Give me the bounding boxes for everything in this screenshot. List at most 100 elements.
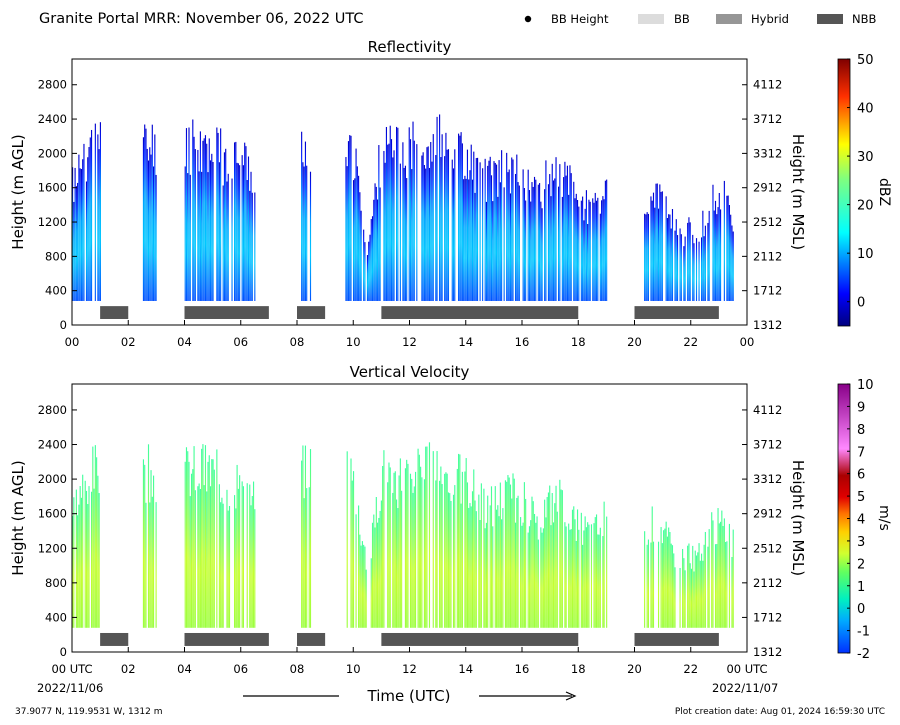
- data-strand: [393, 472, 395, 628]
- data-strand: [363, 544, 365, 628]
- data-strand: [147, 160, 150, 301]
- data-strand: [190, 473, 193, 628]
- data-strand: [417, 448, 419, 628]
- data-strand: [692, 545, 694, 628]
- data-strand: [669, 214, 671, 301]
- data-strand: [301, 131, 303, 301]
- data-strand: [550, 525, 552, 628]
- data-strand: [669, 532, 671, 628]
- data-strand: [470, 506, 472, 628]
- data-strand: [203, 138, 205, 301]
- data-strand: [601, 200, 603, 301]
- data-strand: [569, 529, 571, 628]
- data-strand: [451, 159, 453, 301]
- data-strand: [718, 523, 720, 628]
- data-strand: [236, 162, 238, 301]
- data-strand: [464, 471, 466, 628]
- data-strand: [575, 540, 577, 628]
- data-strand: [556, 511, 558, 628]
- data-strand: [575, 193, 577, 301]
- data-strand: [399, 163, 401, 301]
- data-strand: [530, 201, 532, 301]
- x-tick-label: 00 UTC: [726, 662, 767, 676]
- nbb-bar: [634, 632, 719, 646]
- colorbar-tick-label: 30: [857, 150, 874, 165]
- data-strand: [445, 472, 447, 628]
- data-strand: [597, 534, 599, 628]
- x-tick-label: 00: [740, 335, 755, 349]
- data-strand: [588, 524, 590, 628]
- y2-tick-label: 3312: [753, 146, 782, 160]
- data-strand: [666, 218, 668, 301]
- data-strand: [530, 520, 532, 628]
- data-strand: [155, 502, 157, 628]
- data-strand: [714, 200, 717, 301]
- data-strand: [379, 187, 381, 301]
- data-strand: [656, 183, 658, 301]
- data-strand: [145, 128, 147, 301]
- data-strand: [730, 214, 732, 301]
- data-strand: [185, 447, 188, 628]
- colorbar-tick-label: 3: [857, 535, 865, 550]
- data-strand: [187, 451, 189, 628]
- data-strand: [302, 162, 304, 301]
- data-strand: [693, 243, 695, 301]
- data-strand: [716, 544, 718, 628]
- data-strand: [599, 527, 601, 628]
- data-strand: [239, 475, 241, 628]
- data-strand: [359, 534, 361, 628]
- data-strand: [72, 516, 74, 628]
- data-strand: [564, 522, 566, 628]
- data-strand: [687, 545, 689, 628]
- data-strand: [82, 474, 84, 628]
- data-strand: [504, 480, 506, 628]
- data-strand: [369, 234, 371, 301]
- data-strand: [599, 213, 601, 301]
- data-strand: [97, 134, 99, 301]
- y-tick-label: 800: [45, 249, 67, 263]
- data-strand: [409, 473, 412, 628]
- data-strand: [377, 199, 379, 301]
- data-strand: [201, 448, 203, 628]
- data-strand: [533, 513, 536, 628]
- data-field: [72, 114, 734, 301]
- data-strand: [646, 212, 648, 301]
- data-strand: [665, 196, 667, 301]
- data-strand: [392, 157, 394, 301]
- data-strand: [439, 480, 441, 628]
- data-strand: [188, 461, 190, 628]
- data-strand: [193, 136, 195, 301]
- data-strand: [189, 174, 191, 301]
- data-strand: [488, 160, 490, 301]
- data-strand: [227, 173, 229, 301]
- data-strand: [414, 471, 417, 628]
- y2-tick-label: 1712: [753, 610, 782, 624]
- data-strand: [99, 122, 101, 301]
- data-strand: [254, 192, 256, 301]
- data-strand: [512, 159, 514, 301]
- data-strand: [393, 150, 395, 301]
- x-tick-label: 10: [346, 662, 361, 676]
- data-strand: [236, 464, 238, 628]
- data-strand: [202, 140, 204, 301]
- data-strand: [497, 505, 499, 628]
- data-strand: [555, 485, 557, 628]
- data-strand: [208, 138, 210, 301]
- x-tick-label: 18: [571, 335, 586, 349]
- data-strand: [573, 506, 575, 628]
- data-strand: [360, 545, 362, 628]
- data-strand: [499, 482, 501, 628]
- data-strand: [602, 196, 604, 301]
- data-strand: [559, 164, 561, 301]
- data-strand: [306, 488, 308, 628]
- colorbar-tick-label: 1: [857, 580, 865, 595]
- data-strand: [490, 175, 493, 301]
- data-strand: [458, 133, 460, 301]
- data-strand: [356, 166, 358, 301]
- legend-swatch-bb-height: [524, 15, 532, 23]
- data-strand: [498, 516, 500, 628]
- data-strand: [198, 483, 200, 628]
- data-strand: [350, 135, 352, 301]
- data-strand: [588, 199, 590, 301]
- data-strand: [90, 129, 93, 301]
